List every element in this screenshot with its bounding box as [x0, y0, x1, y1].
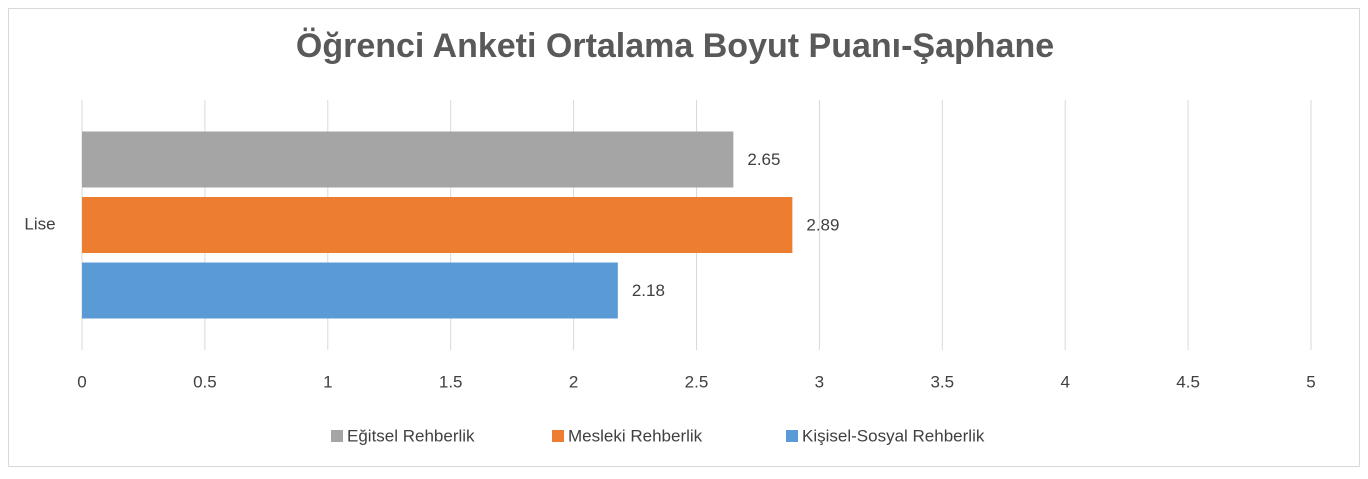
legend-label: Kişisel-Sosyal Rehberlik — [802, 426, 985, 445]
x-tick-label: 0 — [77, 372, 86, 391]
chart-title: Öğrenci Anketi Ortalama Boyut Puanı-Şaph… — [296, 27, 1054, 65]
x-tick-label: 1.5 — [439, 372, 463, 391]
x-tick-label: 2.5 — [685, 372, 709, 391]
legend-label: Eğitsel Rehberlik — [347, 426, 475, 445]
x-tick-label: 4 — [1060, 372, 1069, 391]
x-tick-label: 3 — [815, 372, 824, 391]
legend-swatch — [786, 430, 798, 442]
bar — [82, 262, 618, 319]
legend-swatch — [331, 430, 343, 442]
bar — [82, 197, 793, 253]
value-label: 2.18 — [632, 281, 665, 300]
y-tick-label: Lise — [24, 214, 55, 233]
x-tick-label: 5 — [1306, 372, 1315, 391]
x-tick-label: 1 — [323, 372, 332, 391]
value-label: 2.89 — [806, 215, 839, 234]
x-tick-label: 0.5 — [193, 372, 217, 391]
bar — [82, 131, 734, 188]
x-tick-label: 3.5 — [930, 372, 954, 391]
legend-label: Mesleki Rehberlik — [568, 426, 703, 445]
value-label: 2.65 — [747, 150, 780, 169]
x-tick-label: 2 — [569, 372, 578, 391]
x-tick-label: 4.5 — [1176, 372, 1200, 391]
legend-swatch — [552, 430, 564, 442]
